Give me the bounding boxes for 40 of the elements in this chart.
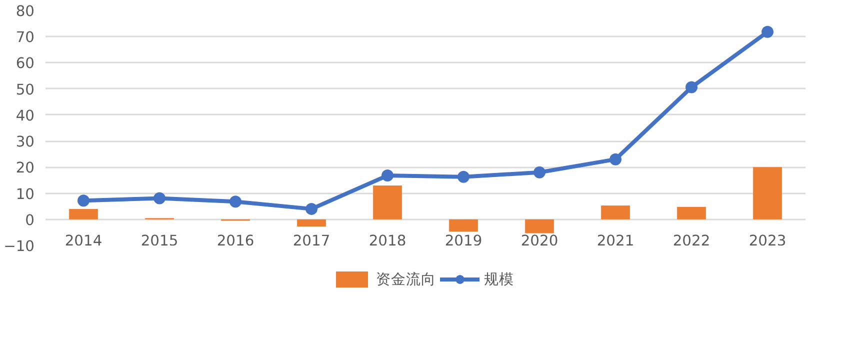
bar (373, 185, 402, 220)
x-tick-label: 2021 (596, 232, 634, 250)
bar (69, 208, 98, 220)
legend-label: 资金流向 (376, 270, 436, 288)
point (534, 166, 546, 178)
x-tick-label: 2019 (444, 232, 482, 250)
y-tick-label: 70 (16, 29, 35, 46)
x-tick-label: 2022 (672, 232, 710, 250)
y-tick-label: 10 (16, 186, 35, 203)
x-tick-label: 2017 (292, 232, 330, 250)
x-tick-label: 2014 (64, 232, 102, 250)
y-tick-label: 20 (16, 160, 35, 177)
bar (525, 219, 554, 234)
y-tick-label: −10 (4, 238, 35, 255)
x-tick-label: 2020 (520, 232, 558, 250)
y-tick-label: 60 (16, 55, 35, 72)
point (610, 153, 622, 166)
y-tick-label: 80 (16, 3, 35, 20)
point (458, 170, 470, 183)
bar (297, 219, 326, 226)
point (686, 81, 698, 94)
y-tick-label: 30 (16, 134, 35, 151)
bar (601, 206, 630, 220)
bar (753, 167, 782, 220)
x-tick-label: 2015 (140, 232, 178, 250)
x-tick-label: 2016 (216, 232, 254, 250)
point (306, 202, 318, 215)
point (154, 192, 166, 204)
x-tick-label: 2018 (368, 232, 406, 250)
bar (449, 219, 478, 232)
point (78, 194, 90, 207)
point (382, 170, 394, 182)
y-tick-label: 0 (25, 212, 35, 229)
y-tick-label: 40 (16, 107, 35, 124)
x-tick-label: 2023 (748, 232, 786, 250)
bar (677, 206, 706, 220)
point (230, 196, 242, 208)
point (762, 26, 774, 38)
legend-label: 规模 (484, 270, 514, 288)
y-tick-label: 50 (16, 81, 35, 98)
